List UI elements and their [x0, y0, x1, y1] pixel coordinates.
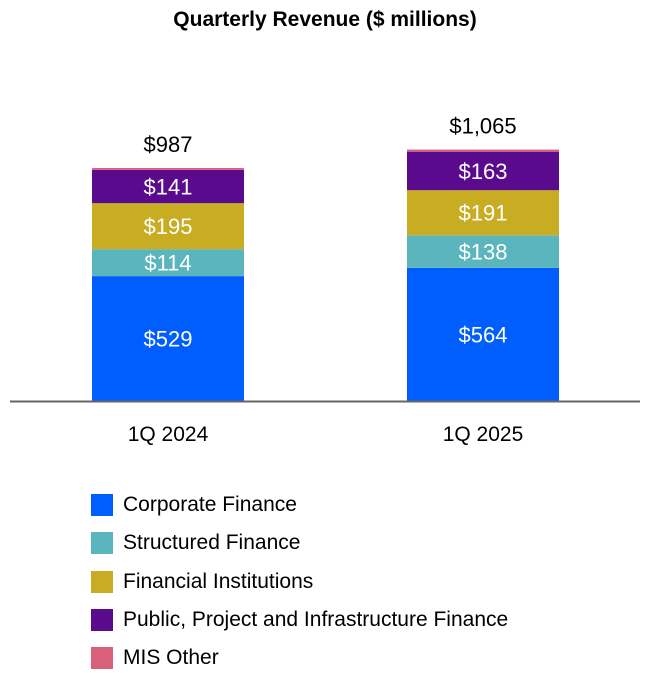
legend-swatch [91, 532, 113, 555]
legend-item: Structured Finance [91, 524, 508, 562]
legend-item: MIS Other [91, 639, 508, 677]
legend-item: Financial Institutions [91, 563, 508, 601]
legend-label: MIS Other [123, 646, 219, 670]
total-label: $1,065 [449, 114, 516, 139]
legend-swatch [91, 494, 113, 517]
legend-item: Corporate Finance [91, 486, 508, 524]
bar-segment [92, 276, 244, 401]
legend-item: Public, Project and Infrastructure Finan… [91, 601, 508, 639]
legend-swatch [91, 570, 113, 593]
legend-swatch [91, 609, 113, 632]
bar-segment [92, 249, 244, 277]
stacked-bar-chart: $529 $114 $195 $141 $987 1Q 2024 $564 $138 $191 $… [10, 114, 640, 446]
bar-segment [92, 203, 244, 250]
data-label: $564 [459, 322, 508, 347]
legend-label: Structured Finance [123, 531, 301, 555]
data-label: $191 [459, 201, 508, 226]
data-label: $138 [459, 240, 508, 265]
data-label: $195 [144, 214, 193, 239]
legend-label: Public, Project and Infrastructure Finan… [123, 608, 509, 632]
legend-label: Corporate Finance [123, 493, 297, 517]
bar-segment [407, 235, 559, 268]
x-tick-label: 1Q 2025 [443, 423, 524, 446]
total-label: $987 [144, 132, 193, 157]
legend-swatch [91, 647, 113, 670]
bar-segment [407, 149, 559, 152]
legend: Corporate Finance Structured Finance Finan… [91, 486, 508, 677]
data-label: $529 [144, 327, 193, 352]
bar-segment [92, 169, 244, 204]
bar-segment [407, 151, 559, 191]
bar-segment [407, 190, 559, 236]
data-label: $163 [459, 159, 508, 184]
legend-label: Financial Institutions [123, 569, 314, 593]
bar-segment [407, 267, 559, 401]
data-label: $141 [144, 175, 193, 200]
x-tick-label: 1Q 2024 [128, 423, 209, 446]
chart-title: Quarterly Revenue ($ millions) [173, 8, 477, 31]
bar-segment [92, 168, 244, 170]
data-label: $114 [144, 251, 191, 276]
